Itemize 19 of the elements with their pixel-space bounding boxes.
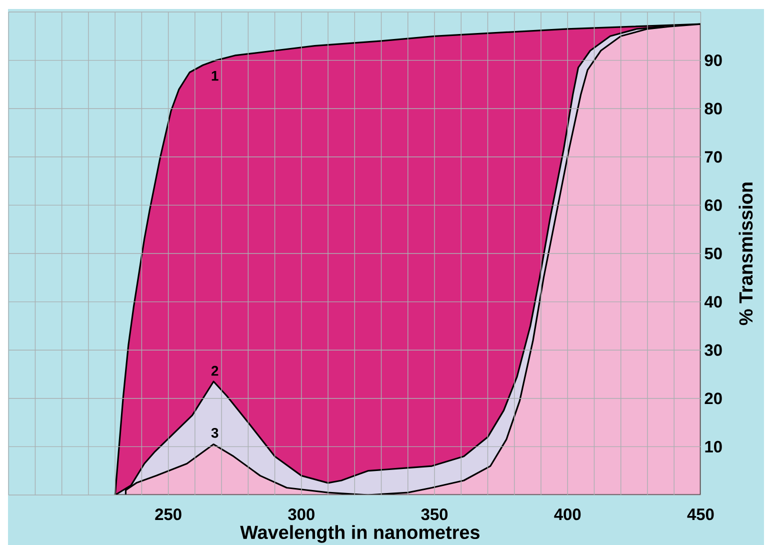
y-tick-label: 50 (704, 248, 722, 260)
x-tick-label: 350 (421, 508, 448, 520)
y-tick-label: 40 (704, 296, 722, 308)
y-tick-label: 80 (704, 102, 722, 114)
x-tick-label: 300 (288, 508, 314, 520)
x-tick-label: 400 (554, 508, 581, 520)
x-tick-label: 450 (687, 508, 714, 520)
y-tick-label: 20 (704, 392, 722, 404)
series-label: 2 (211, 366, 218, 376)
y-tick-label: 10 (705, 440, 722, 453)
y-tick-label: 60 (704, 199, 722, 212)
y-tick-label: 30 (704, 344, 722, 356)
y-tick-label: 70 (704, 151, 722, 163)
series-label: 1 (212, 71, 218, 81)
x-axis-title: Wavelength in nanometres (240, 525, 480, 543)
x-tick-label: 250 (155, 508, 182, 520)
y-axis-title: % Transmission (738, 182, 753, 326)
y-tick-label: 90 (704, 54, 722, 66)
series-label: 3 (211, 428, 218, 438)
